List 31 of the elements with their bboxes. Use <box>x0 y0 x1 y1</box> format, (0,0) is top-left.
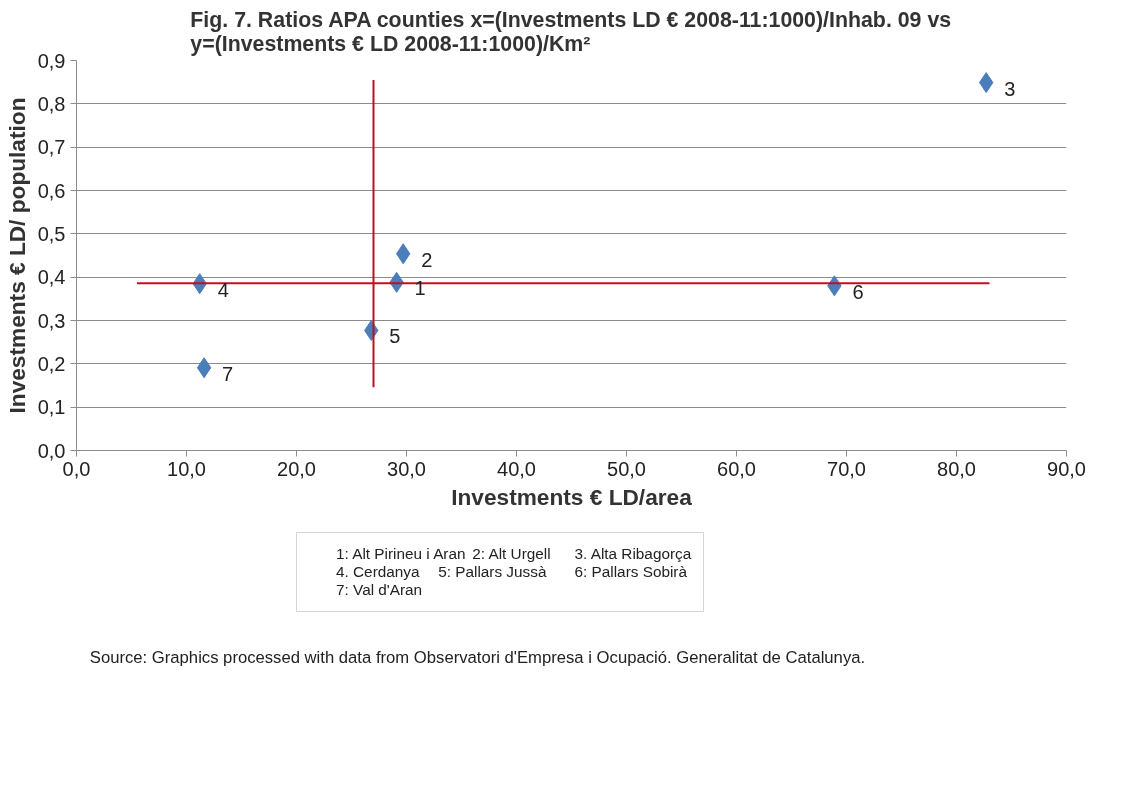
x-tick-label: 20,0 <box>277 457 316 480</box>
chart-title: Fig. 7. Ratios APA counties x=(Investments LD € 2008-11:1000)/Inhab. 09 vs y=(Investments € LD 2008-11:1000)/Km² <box>190 7 952 56</box>
y-tick-label: 0,3 <box>37 309 66 332</box>
annotation: 2 <box>421 248 433 271</box>
annotation: 4 <box>217 278 229 301</box>
annotation: 7 <box>222 362 234 385</box>
y-tick-label: 0,2 <box>37 352 66 375</box>
y-tick-label: 0,5 <box>37 222 66 245</box>
text: 1: Alt Pirineu i Aran 2: Alt Urgell 3. Alta Ribagorça 4. Cerdanya 5: Pallars Jussà 6: Pallars Sobirà 7: Val d'Aran <box>336 545 692 599</box>
annotation: 5 <box>389 325 401 348</box>
annotation: 1 <box>414 277 426 300</box>
x-axis-title: Investments € LD/area <box>451 483 693 510</box>
x-tick-label: 60,0 <box>717 457 756 480</box>
x-tick-label: 40,0 <box>497 457 536 480</box>
y-tick-label: 0,7 <box>37 136 66 159</box>
annotation: 3 <box>1004 77 1016 100</box>
x-tick-label: 10,0 <box>167 457 206 480</box>
x-tick-label: 50,0 <box>607 457 646 480</box>
x-tick-label: 30,0 <box>387 457 426 480</box>
x-tick-label: 90,0 <box>1047 457 1086 480</box>
y-tick-label: 0,8 <box>37 92 66 115</box>
x-tick-label: 70,0 <box>827 457 866 480</box>
x-tick-label: 80,0 <box>937 457 976 480</box>
y-axis-title: Investments € LD/ population <box>3 97 30 414</box>
point <box>196 357 212 379</box>
source-note: Source: Graphics processed with data from Observatori d'Empresa i Ocupació. Generalitat de Catalunya. <box>89 648 866 667</box>
y-tick-label: 0,4 <box>37 266 66 289</box>
y-tick-label: 0,1 <box>37 396 66 419</box>
y-tick-label: 0,9 <box>37 49 66 72</box>
y-tick-label: 0,6 <box>37 179 66 202</box>
annotation: 6 <box>852 280 864 303</box>
